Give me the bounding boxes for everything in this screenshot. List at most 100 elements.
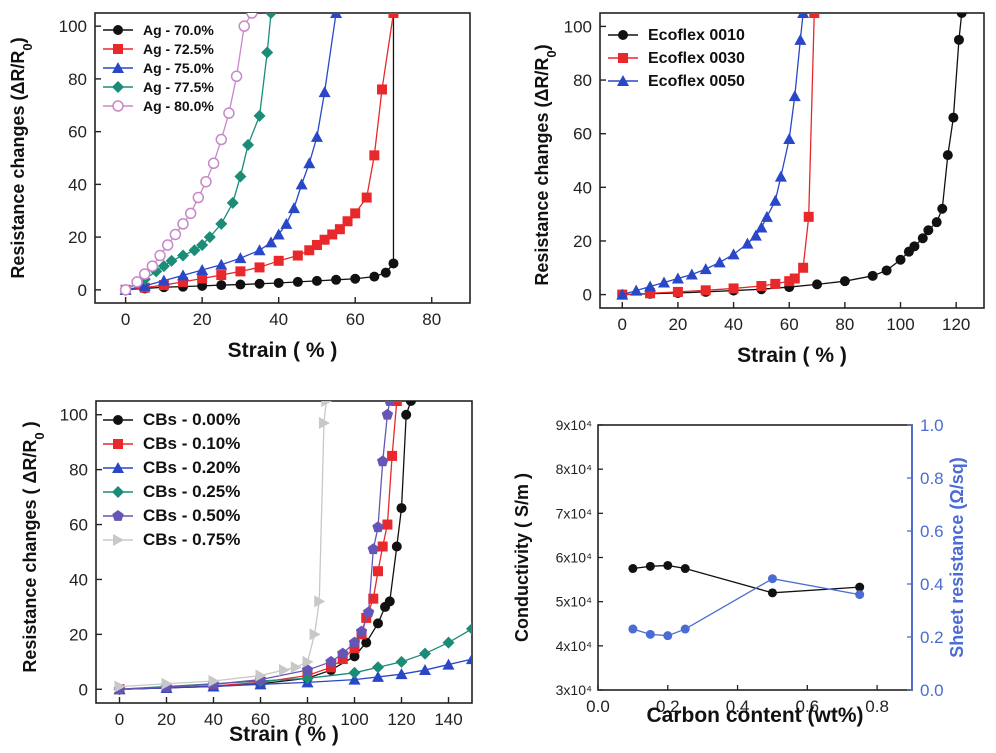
data-point bbox=[855, 590, 865, 600]
y-axis-label-part: Resistance changes (ΔR/R bbox=[532, 58, 552, 286]
y-tick-label: 20 bbox=[69, 625, 88, 644]
data-point bbox=[265, 13, 278, 19]
y-tick-label: 100 bbox=[564, 17, 592, 36]
data-point bbox=[616, 288, 629, 300]
x-tick-label: 0.4 bbox=[726, 697, 750, 716]
y-tick-label: 20 bbox=[573, 232, 592, 251]
y-tick-label: 0 bbox=[583, 286, 592, 305]
x-tick-label: 0 bbox=[115, 710, 124, 729]
x-tick-label: 20 bbox=[668, 315, 687, 334]
y-tick-label: 3x10⁴ bbox=[556, 682, 592, 698]
data-point bbox=[157, 274, 170, 286]
data-point bbox=[200, 175, 212, 188]
data-point bbox=[246, 13, 258, 19]
data-point bbox=[663, 560, 673, 570]
data-point bbox=[197, 273, 208, 284]
y2-tick-label: 0.2 bbox=[920, 628, 944, 647]
legend-label: CBs - 0.00% bbox=[143, 410, 240, 429]
data-point bbox=[419, 664, 431, 676]
legend-marker bbox=[112, 510, 124, 521]
data-point bbox=[755, 221, 768, 233]
legend-label: Ag - 80.0% bbox=[143, 98, 214, 114]
data-point bbox=[798, 262, 809, 273]
data-point bbox=[234, 252, 247, 264]
y-tick-label: 100 bbox=[60, 406, 88, 425]
y-tick-label: 20 bbox=[68, 228, 87, 247]
data-point bbox=[327, 229, 338, 240]
data-point bbox=[216, 280, 227, 291]
data-point bbox=[348, 636, 361, 648]
data-point bbox=[923, 225, 934, 236]
x-axis-label: Carbon content (wt%) bbox=[647, 704, 864, 727]
data-point bbox=[203, 231, 216, 244]
data-point bbox=[349, 643, 360, 654]
y-tick-label: 60 bbox=[69, 516, 88, 535]
data-point bbox=[401, 409, 412, 420]
data-point bbox=[230, 70, 243, 83]
y-tick-label: 80 bbox=[69, 461, 88, 480]
data-point bbox=[331, 274, 342, 285]
data-point bbox=[812, 279, 823, 290]
data-point bbox=[769, 194, 782, 206]
data-point bbox=[395, 668, 408, 680]
data-point bbox=[700, 285, 711, 296]
plot-frame bbox=[597, 424, 913, 691]
x-tick-label: 120 bbox=[942, 315, 970, 334]
data-point bbox=[326, 662, 336, 673]
plot-area bbox=[616, 13, 967, 300]
y-axis-label: Resistance changes ( ΔR/R0 ) bbox=[20, 421, 47, 672]
data-point bbox=[280, 217, 293, 229]
data-point bbox=[917, 233, 928, 244]
data-point bbox=[192, 191, 205, 204]
data-point bbox=[948, 112, 959, 123]
data-point bbox=[369, 150, 380, 161]
legend-marker bbox=[112, 100, 124, 112]
data-point bbox=[355, 625, 368, 637]
data-point bbox=[645, 561, 655, 571]
data-point bbox=[235, 266, 246, 277]
data-point bbox=[760, 210, 773, 222]
data-point bbox=[146, 260, 159, 272]
x-tick-label: 40 bbox=[724, 315, 743, 334]
x-tick-label: 100 bbox=[340, 710, 368, 729]
y-tick-label: 0 bbox=[79, 680, 88, 699]
legend-label: CBs - 0.10% bbox=[143, 434, 240, 453]
legend-label: Ecoflex 0010 bbox=[648, 27, 745, 44]
data-point bbox=[184, 207, 197, 220]
series-line bbox=[632, 578, 860, 637]
data-point bbox=[373, 566, 383, 577]
data-point bbox=[215, 258, 228, 270]
data-point bbox=[342, 216, 353, 227]
y-tick-label: 60 bbox=[68, 123, 87, 142]
chart-panel-4: 3x10⁴ 4x10⁴ 5x10⁴ 6x10⁴ 7x10⁴ 8x10⁴ 9x10⁴ 0.0 0.… bbox=[512, 416, 967, 727]
data-point bbox=[337, 654, 348, 665]
legend-marker bbox=[617, 75, 629, 86]
data-point bbox=[756, 281, 767, 292]
data-point bbox=[321, 401, 333, 407]
data-point bbox=[368, 593, 379, 604]
x-tick-label: 60 bbox=[780, 315, 799, 334]
legend-label: Ecoflex 0050 bbox=[648, 73, 745, 90]
data-point bbox=[442, 658, 455, 670]
data-point bbox=[405, 401, 416, 406]
y-tick-label: 9x10⁴ bbox=[556, 417, 592, 433]
data-point bbox=[645, 288, 656, 299]
y-tick-label: 6x10⁴ bbox=[556, 550, 592, 566]
data-point bbox=[942, 150, 953, 161]
data-point bbox=[311, 240, 322, 250]
data-point bbox=[169, 228, 182, 241]
data-point bbox=[380, 267, 391, 278]
plot-frame bbox=[599, 12, 985, 309]
data-point bbox=[658, 276, 670, 288]
data-point bbox=[767, 574, 777, 584]
data-point bbox=[279, 664, 290, 677]
data-point bbox=[303, 157, 316, 169]
data-point bbox=[178, 276, 189, 287]
legend-label: CBs - 0.50% bbox=[143, 506, 240, 525]
chart-panel-2: 0 20 40 60 80 100 120 0 20 40 60 80 100 Strain ( % ) R… bbox=[532, 12, 985, 367]
data-point bbox=[680, 564, 690, 574]
data-point bbox=[131, 276, 143, 288]
data-point bbox=[466, 653, 472, 665]
data-point bbox=[749, 229, 762, 241]
